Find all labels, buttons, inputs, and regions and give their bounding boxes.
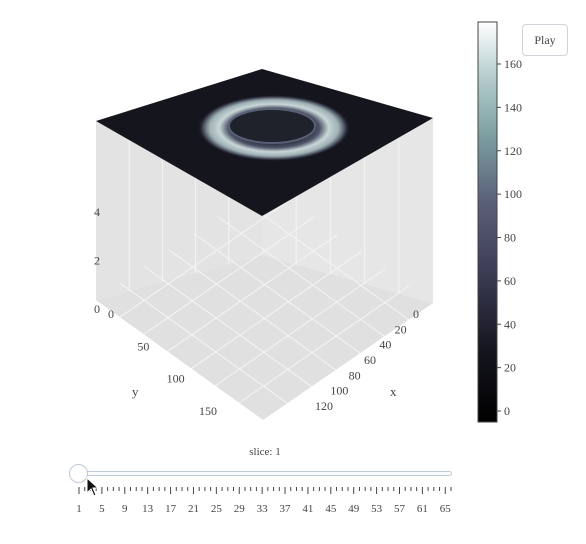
- y-tick-label: 100: [167, 372, 185, 386]
- slider-ticks: 1 5 9 13 17 21 25 29 33 37 41 45 49 53 57 61 65: [76, 487, 452, 515]
- slider-tick-label: 65: [440, 503, 452, 515]
- colorbar-tick-labels: 0 20 40 60 80 100 120 140 160: [497, 57, 522, 418]
- colorbar-tick-label: 80: [504, 231, 516, 245]
- x-tick-label: 120: [315, 399, 333, 413]
- colorbar-tick-label: 60: [504, 274, 516, 288]
- x-tick-label: 0: [413, 307, 419, 321]
- floor-grid-line: [241, 199, 410, 321]
- colorbar-tick-label: 140: [504, 100, 522, 114]
- slider-tick-label: 29: [234, 503, 246, 515]
- slider-tick-label: 17: [165, 503, 177, 515]
- colorbar-tick-label: 40: [504, 317, 516, 331]
- slider-tick-label: 13: [142, 503, 154, 515]
- floor: [96, 255, 433, 420]
- slider-tick-label: 57: [394, 503, 406, 515]
- floor-grid-line: [167, 234, 338, 352]
- z-tick-label: 0: [94, 302, 100, 316]
- floor-grid-line: [119, 282, 288, 404]
- z-tick-labels: 0 2 4: [94, 205, 100, 316]
- slider-tick-label: 53: [371, 503, 383, 515]
- slider-tick-label: 25: [211, 503, 223, 515]
- floor-grid-line: [238, 285, 410, 404]
- x-tick-label: 60: [364, 353, 376, 367]
- x-tick-label: 40: [379, 338, 391, 352]
- slider-tick-label: 9: [122, 503, 128, 515]
- y-tick-label: 150: [199, 404, 217, 418]
- x-axis-title: x: [390, 384, 397, 399]
- slider-tick-label: 37: [280, 503, 292, 515]
- floor-grid-line: [217, 216, 385, 337]
- slider-rail[interactable]: [80, 471, 452, 476]
- slider-tick-label: 21: [188, 503, 199, 515]
- colorbar-tick-label: 0: [504, 404, 510, 418]
- z-tick-label: 4: [94, 205, 100, 219]
- slider-tick-label: 41: [302, 503, 313, 515]
- floor-grid-line: [191, 251, 362, 369]
- floor-grid-line: [143, 216, 314, 335]
- slider-tick-label: 1: [76, 503, 82, 515]
- slice-ring-inner: [228, 108, 316, 144]
- slider-tick-label: 49: [348, 503, 360, 515]
- y-tick-labels: 0 50 100 150: [108, 307, 217, 418]
- slider-tick-label: 45: [325, 503, 337, 515]
- colorbar: [477, 21, 498, 423]
- colorbar-tick-label: 100: [504, 187, 522, 201]
- slider-current-value-label: slice: 1: [249, 446, 281, 458]
- x-tick-label: 100: [330, 384, 348, 398]
- play-button[interactable]: Play: [522, 24, 568, 56]
- mouse-cursor-icon: [86, 477, 100, 497]
- slider-tick-label: 61: [417, 503, 428, 515]
- slider-tick-label: 5: [99, 503, 105, 515]
- floor-grid-line: [215, 268, 386, 387]
- floor-grid-line: [144, 266, 312, 387]
- slider-handle[interactable]: [69, 464, 88, 483]
- slider-tick-label: 33: [257, 503, 269, 515]
- floor-grid-line: [168, 249, 337, 371]
- y-tick-label: 0: [108, 307, 114, 321]
- colorbar-tick-label: 120: [504, 144, 522, 158]
- floor-grid-line: [119, 199, 291, 318]
- y-axis-title: y: [132, 384, 139, 399]
- z-tick-label: 2: [94, 254, 100, 268]
- x-tick-label: 80: [349, 368, 361, 382]
- colorbar-tick-label: 160: [504, 57, 522, 71]
- colorbar-tick-label: 20: [504, 361, 516, 375]
- y-tick-label: 50: [137, 339, 149, 353]
- x-tick-label: 20: [395, 322, 407, 336]
- floor-grid-line: [192, 232, 361, 354]
